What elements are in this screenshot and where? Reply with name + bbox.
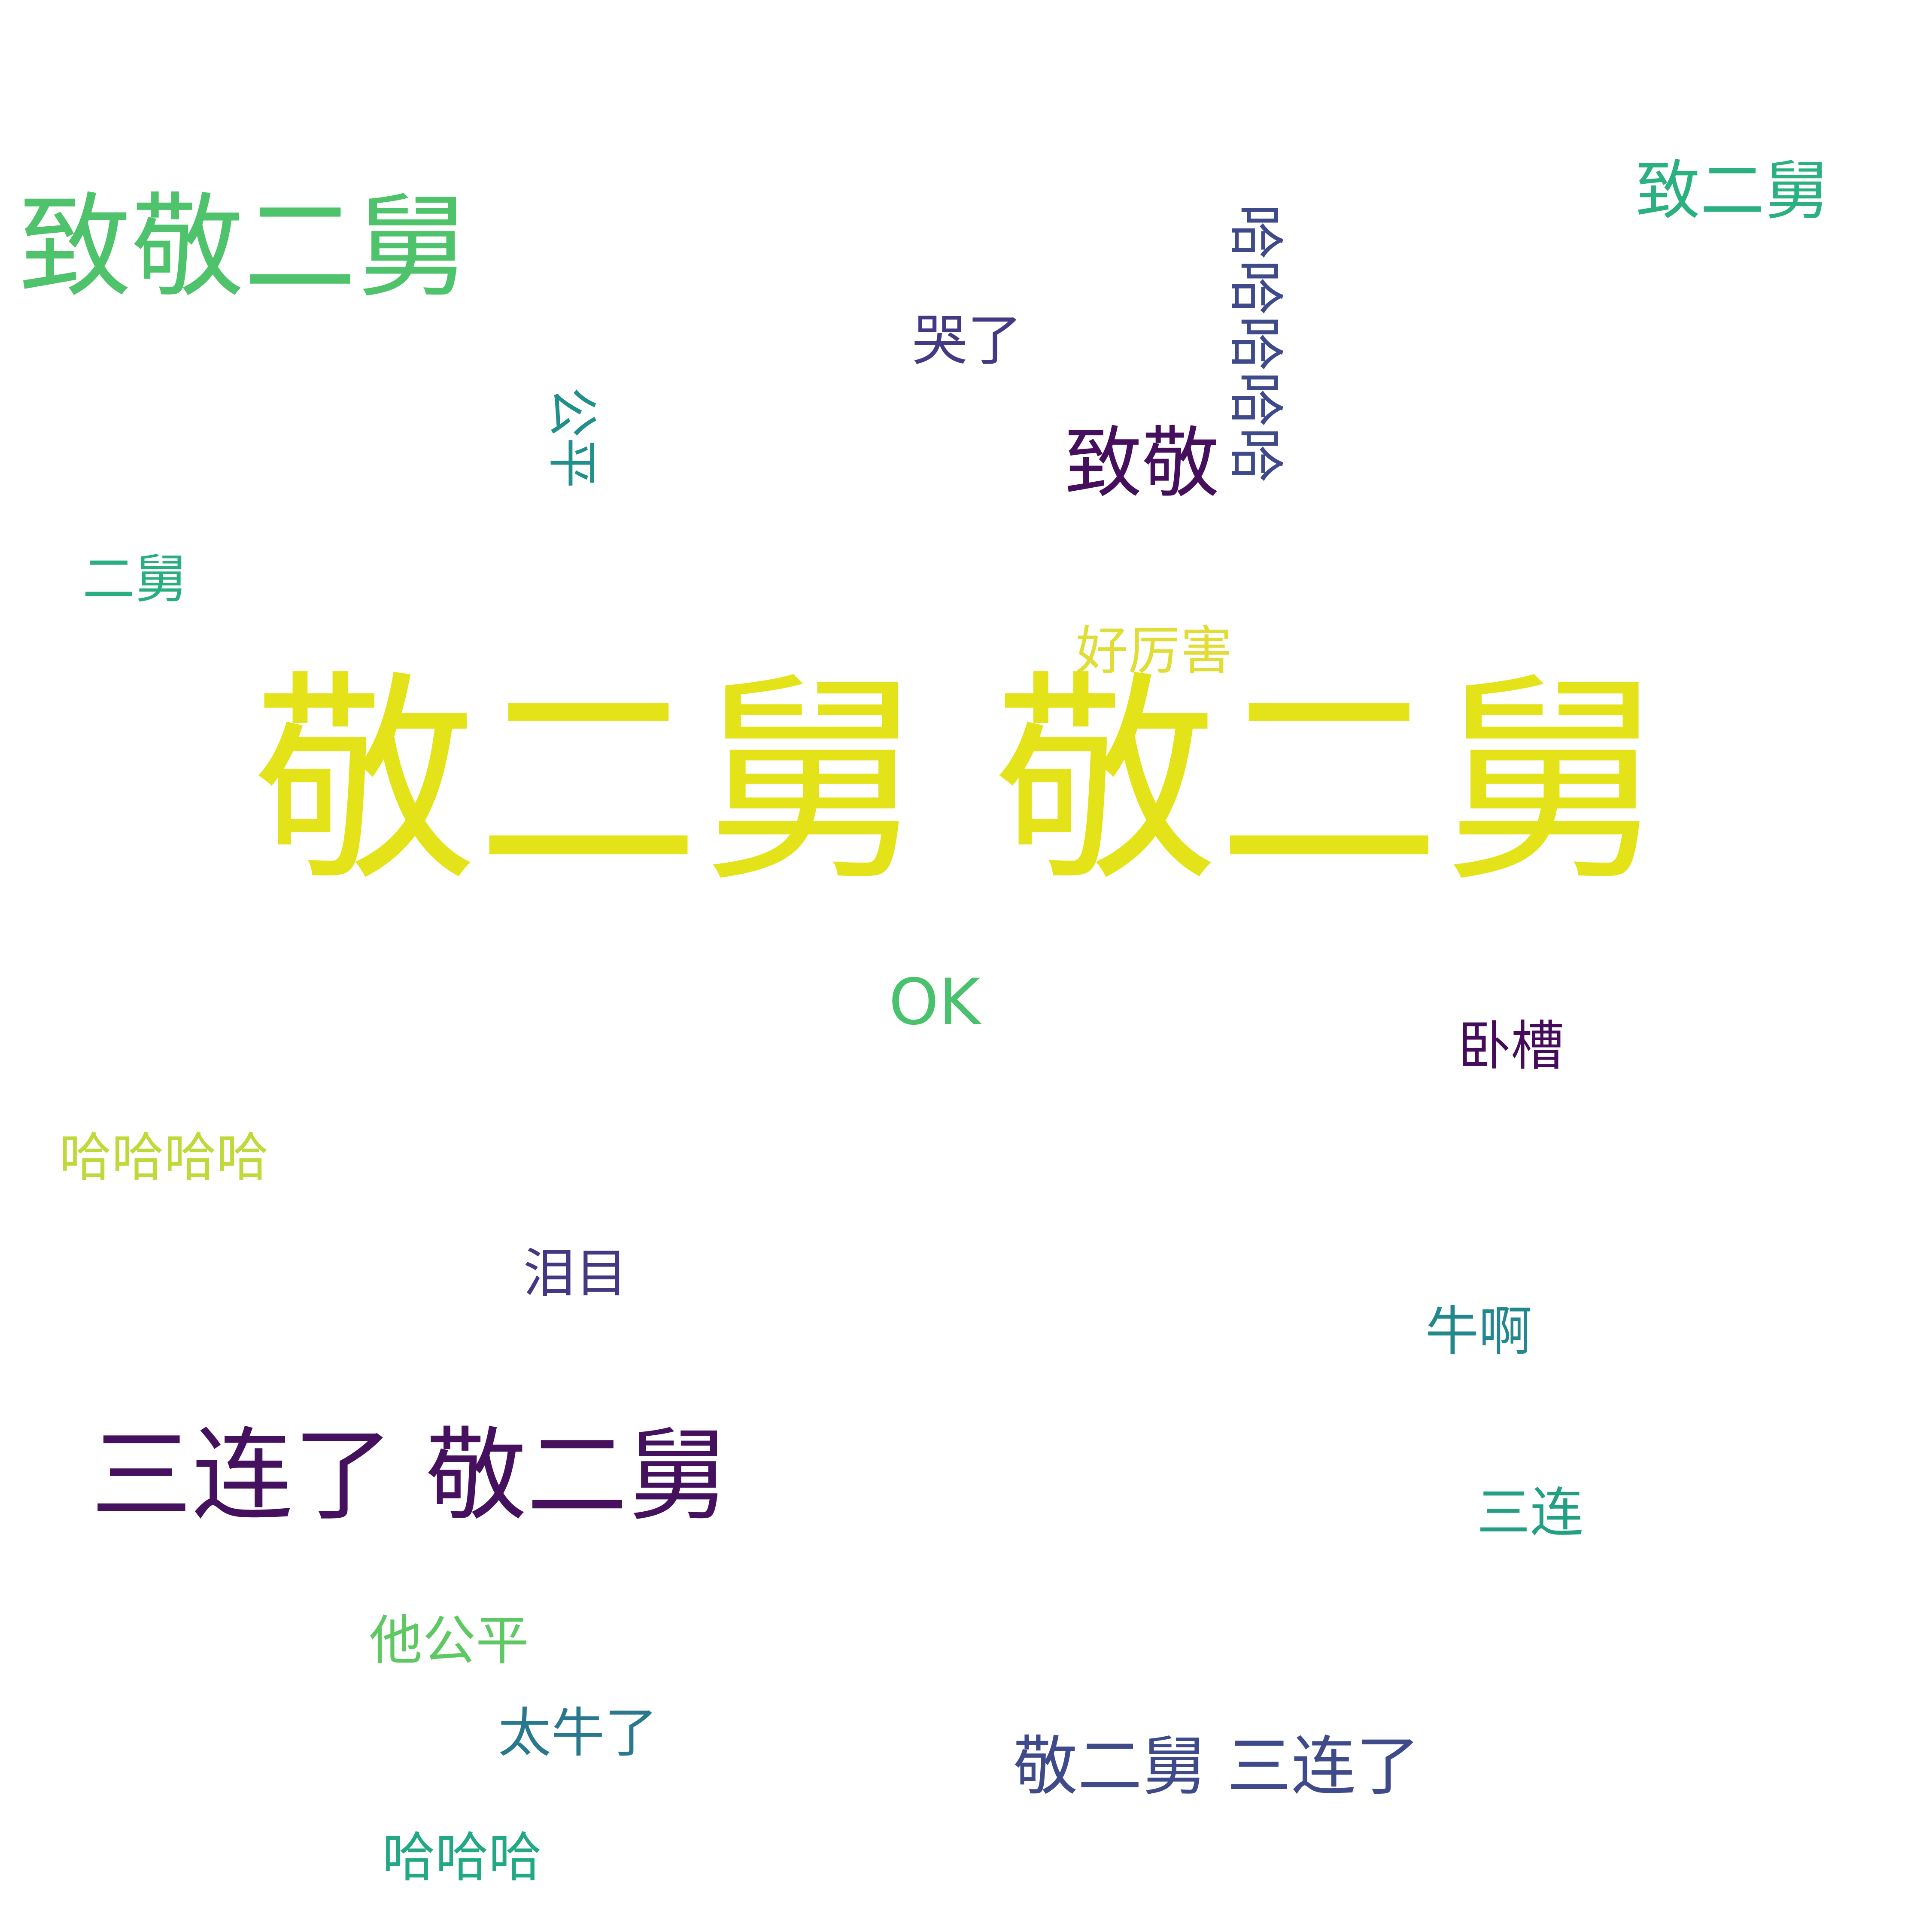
word-hahahaha: 哈哈哈哈 xyxy=(59,1127,269,1188)
word-tainiule: 太牛了 xyxy=(498,1702,658,1764)
word-ok: OK xyxy=(889,965,981,1039)
word-sanlian: 三连 xyxy=(1477,1482,1584,1544)
word-jing-erjiu-sanlian: 敬二舅 三连了 xyxy=(1013,1729,1420,1804)
word-sanlian-jing-erjiu: 三连了 敬二舅 xyxy=(91,1417,729,1534)
word-zhi-erjiu: 致二舅 xyxy=(1636,154,1829,228)
word-gongping-vertical: 公平 xyxy=(543,386,602,489)
word-wocao: 卧槽 xyxy=(1458,1015,1564,1077)
word-leimu: 泪目 xyxy=(523,1243,628,1304)
word-zhijing: 致敬 xyxy=(1065,419,1220,508)
word-kule: 哭了 xyxy=(912,309,1023,373)
word-niua: 牛啊 xyxy=(1425,1301,1532,1363)
word-hahaha: 哈哈哈 xyxy=(382,1827,542,1889)
word-haolihai: 好厉害 xyxy=(1075,620,1233,681)
word-ta-gongping: 他公平 xyxy=(369,1610,529,1672)
word-zhijing-erjiu: 致敬二舅 xyxy=(19,182,469,313)
word-jing-erjiu-double: 敬二舅 敬二舅 xyxy=(253,651,1664,911)
word-hahahahaha-vertical: 哈哈哈哈哈 xyxy=(1223,204,1289,483)
word-erjiu: 二舅 xyxy=(82,549,187,610)
